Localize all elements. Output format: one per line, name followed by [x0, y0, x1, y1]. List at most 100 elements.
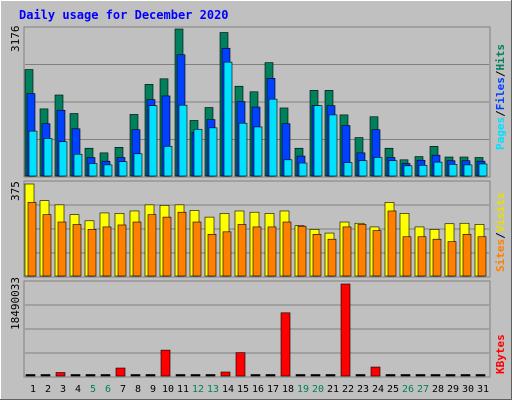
pages-bar: [208, 127, 218, 177]
legend-pages: Pages: [494, 117, 507, 150]
pages-bar: [238, 122, 248, 177]
sites-bar: [222, 231, 232, 277]
pages-bar: [358, 160, 368, 177]
day-label: 31: [477, 384, 489, 395]
day-label: 28: [432, 384, 444, 395]
kbytes-bar: [385, 374, 396, 377]
sites-bar: [42, 214, 52, 277]
hits-max-label: 3176: [9, 26, 22, 53]
kbytes-bar: [310, 374, 321, 377]
pages-bar: [133, 153, 143, 177]
kbytes-bar: [475, 374, 486, 377]
pages-bar: [178, 104, 188, 177]
pages-bar: [73, 153, 83, 177]
kbytes-bar: [115, 367, 126, 377]
kbytes-bar: [370, 366, 381, 377]
kbytes-bar: [205, 374, 216, 377]
day-labels: 1 2 3 4 5 6 7 8 9 10 11 12 13 14 15 16 17 18 19 20 21 22 23 24 2…: [30, 384, 489, 395]
pages-bar: [118, 161, 128, 177]
pages-bar: [103, 164, 113, 177]
sites-bar: [372, 230, 382, 277]
day-label: 17: [267, 384, 279, 395]
sites-bar: [177, 211, 187, 277]
day-label: 11: [177, 384, 189, 395]
kbytes-bar: [355, 374, 366, 377]
kbytes-bar: [70, 374, 81, 377]
pages-bar: [478, 163, 488, 177]
kbytes-bar: [295, 374, 306, 377]
sites-bar: [297, 225, 307, 277]
pages-bar: [448, 164, 458, 177]
legend-hits: Hits: [494, 44, 507, 71]
pages-bar: [328, 114, 338, 177]
sites-bar: [57, 221, 67, 277]
day-label: 8: [135, 384, 141, 395]
sites-bar: [162, 216, 172, 277]
day-label: 13: [207, 384, 219, 395]
pages-bar: [283, 159, 293, 177]
legend-sep-3: /: [494, 232, 507, 239]
day-label: 18: [282, 384, 294, 395]
kbytes-bar: [25, 374, 36, 377]
kbytes-panel: [23, 280, 491, 378]
pages-bar: [433, 161, 443, 177]
sites-bar: [252, 226, 262, 277]
day-label: 15: [237, 384, 249, 395]
sites-bar: [282, 221, 292, 277]
kbytes-bar: [265, 374, 276, 377]
legend-visits: Visits: [494, 193, 507, 233]
day-label: 29: [447, 384, 459, 395]
kbytes-bar: [280, 312, 291, 377]
day-label: 2: [45, 384, 51, 395]
pages-bar: [43, 138, 53, 177]
kbytes-bar: [220, 371, 231, 377]
kbytes-bar: [340, 283, 351, 377]
day-label: 30: [462, 384, 474, 395]
pages-bar: [193, 128, 203, 177]
sites-bar: [402, 236, 412, 277]
pages-bar: [163, 146, 173, 177]
day-label: 25: [387, 384, 399, 395]
day-label: 19: [297, 384, 309, 395]
kbytes-bar: [175, 374, 186, 377]
day-label: 20: [312, 384, 324, 395]
day-label: 12: [192, 384, 204, 395]
sites-bar: [87, 229, 97, 277]
sites-bar: [267, 226, 277, 277]
pages-bar: [418, 165, 428, 177]
sites-bar: [387, 210, 397, 277]
day-label: 9: [150, 384, 156, 395]
day-label: 5: [90, 384, 96, 395]
day-label: 1: [30, 384, 36, 395]
kbytes-gridlines: [25, 304, 489, 354]
kbytes-bar: [40, 374, 51, 377]
pages-bar: [28, 130, 38, 177]
kbytes-bar: [415, 374, 426, 377]
hits-legend: Pages/Files/Hits: [494, 44, 507, 150]
kbytes-bar: [55, 372, 66, 377]
day-label: 27: [417, 384, 429, 395]
day-label: 24: [372, 384, 384, 395]
kbytes-bar: [400, 374, 411, 377]
day-label: 16: [252, 384, 264, 395]
sites-bar: [72, 224, 82, 277]
sites-bar: [102, 226, 112, 277]
pages-bar: [463, 164, 473, 177]
day-label: 23: [357, 384, 369, 395]
day-label: 6: [105, 384, 111, 395]
sites-bar: [342, 226, 352, 277]
pages-bar: [373, 157, 383, 177]
sites-bar: [237, 224, 247, 277]
pages-bar: [88, 163, 98, 177]
day-label: 21: [327, 384, 339, 395]
sites-bar: [432, 238, 442, 277]
sites-bar: [417, 236, 427, 277]
sites-bar: [207, 233, 217, 277]
kbytes-bar: [235, 352, 246, 377]
kbytes-bar: [430, 374, 441, 377]
sites-bar: [462, 233, 472, 277]
kbytes-bar: [250, 374, 261, 377]
kbytes-bar: [445, 374, 456, 377]
sites-bar: [117, 224, 127, 277]
